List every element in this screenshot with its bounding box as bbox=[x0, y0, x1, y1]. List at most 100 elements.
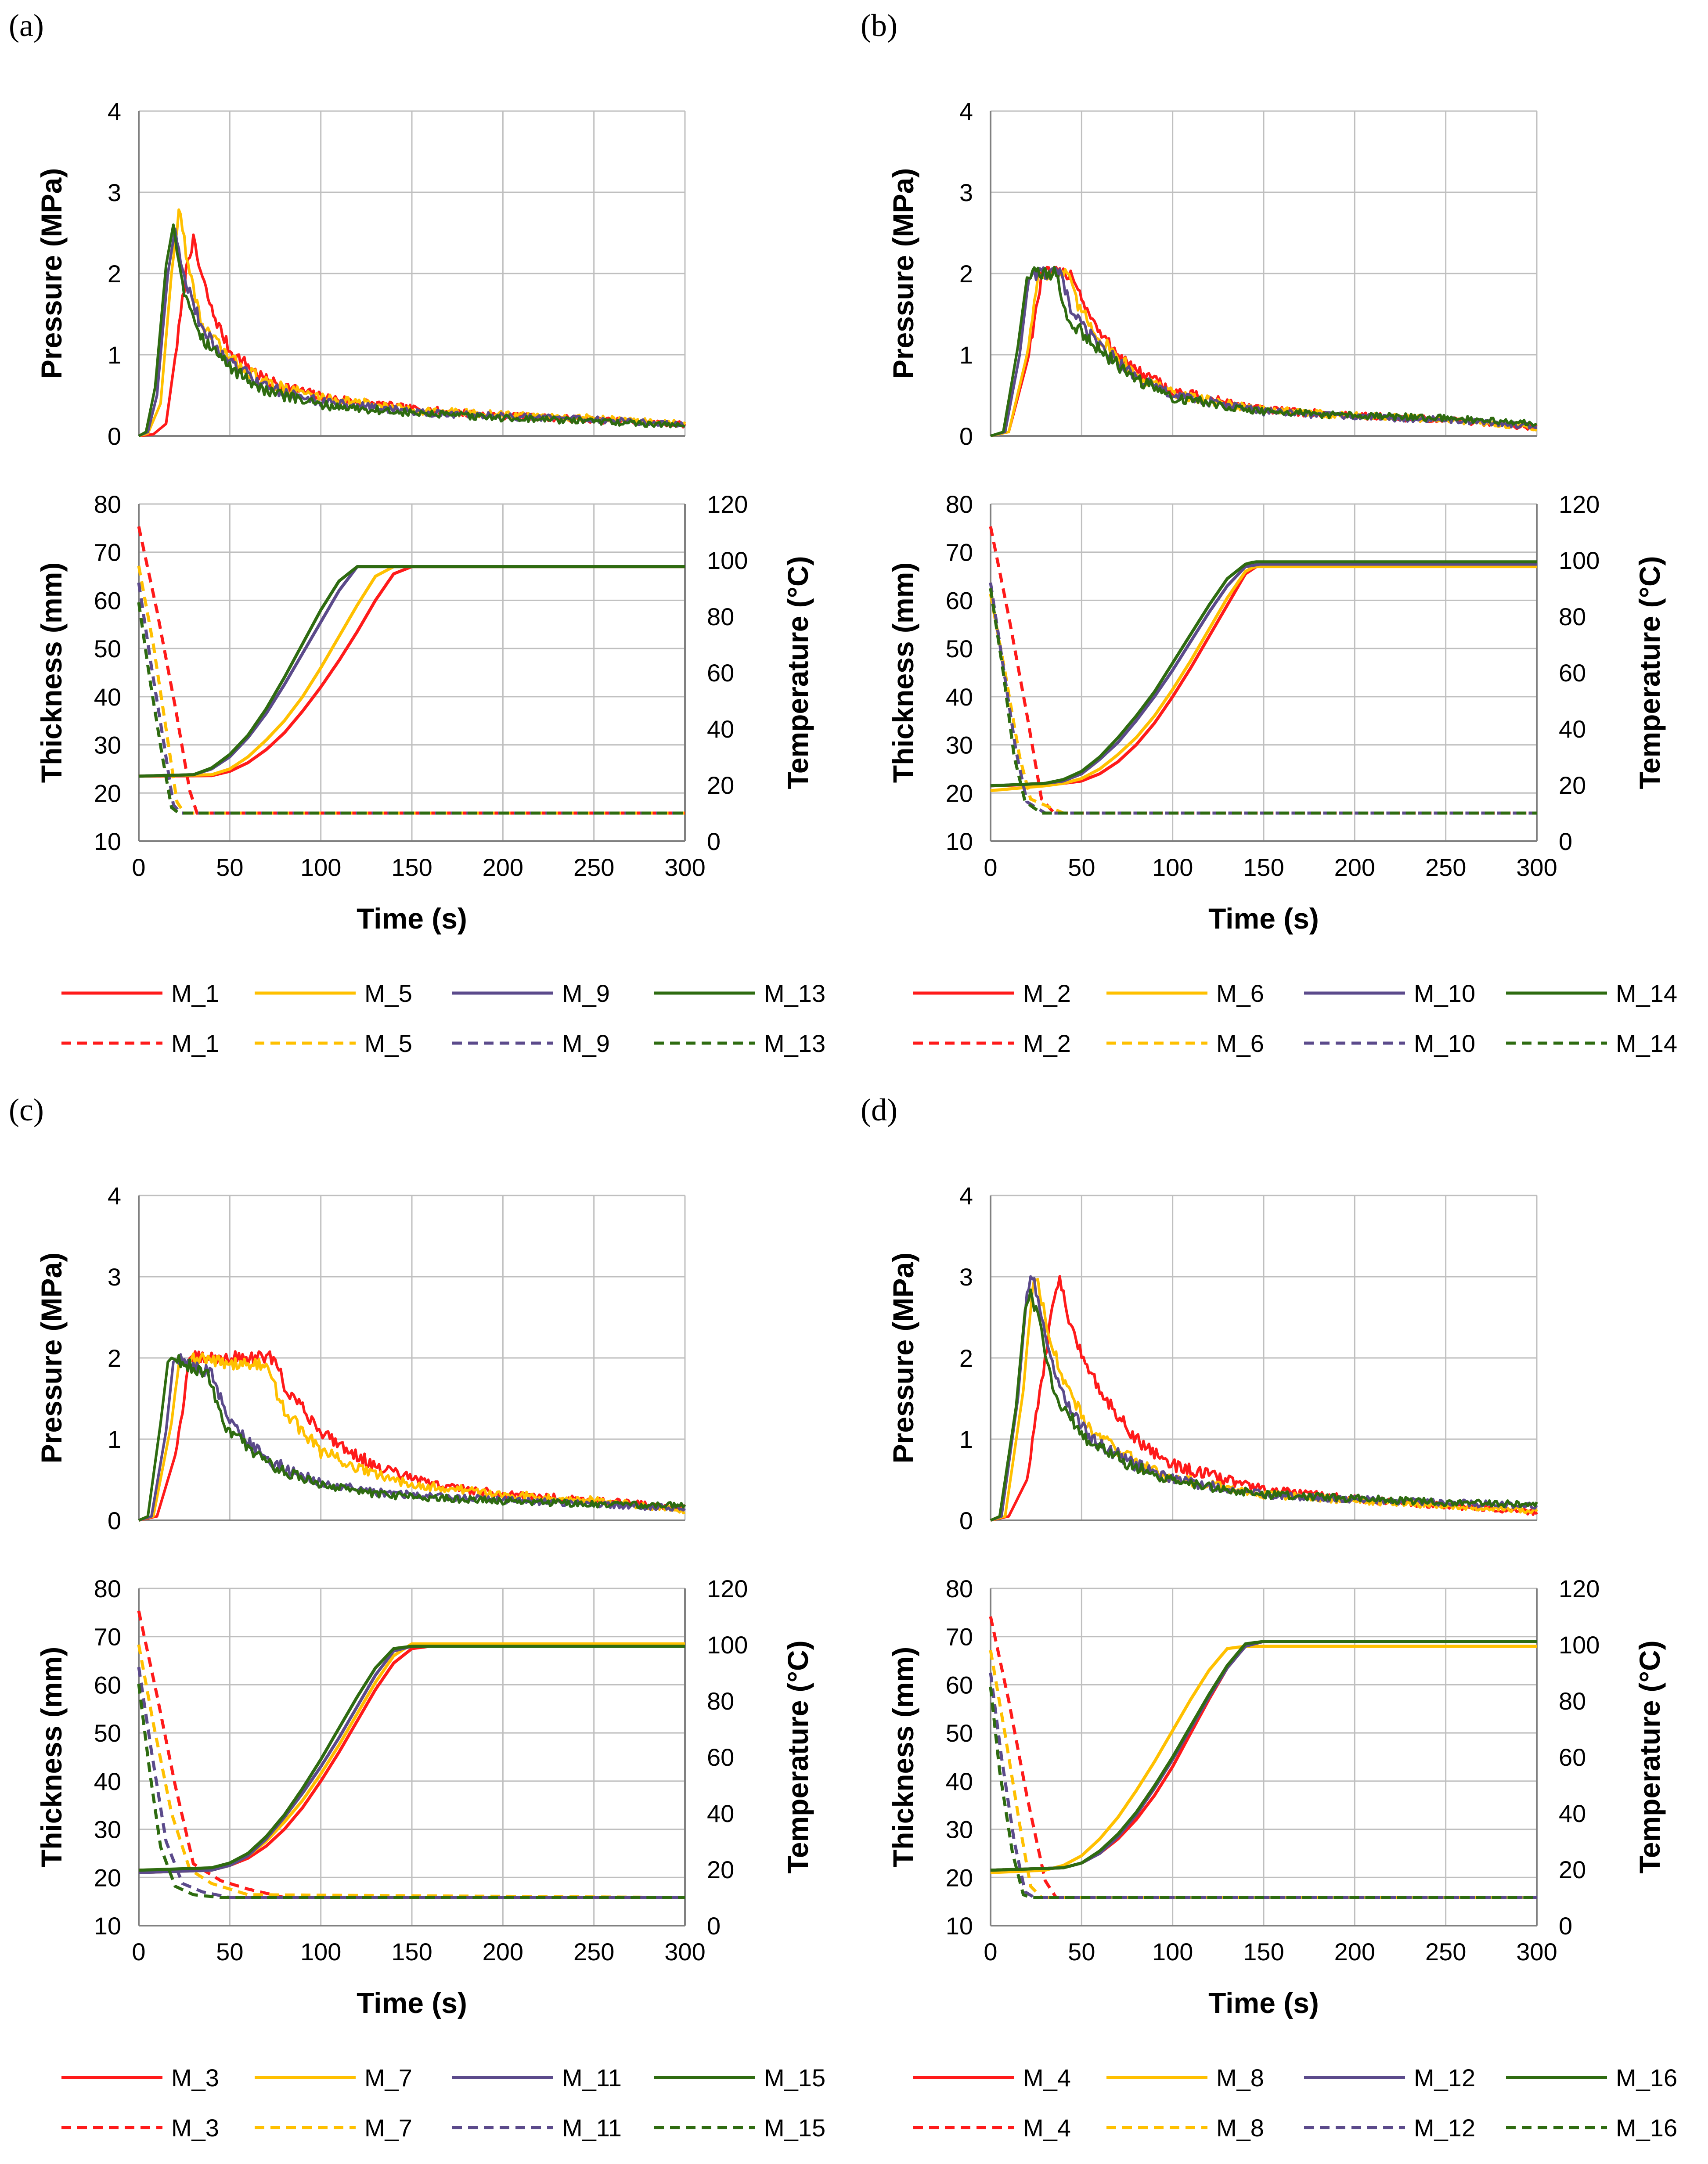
legend-label: M_6 bbox=[1216, 1030, 1264, 1057]
thickness-tick-label: 10 bbox=[94, 828, 121, 855]
thickness-tick-label: 30 bbox=[94, 731, 121, 759]
legend-label: M_6 bbox=[1216, 979, 1264, 1007]
temperature-tick-label: 120 bbox=[1559, 1575, 1600, 1602]
thickness-line-M_16 bbox=[990, 1640, 1537, 1872]
thickness-tick-label: 60 bbox=[94, 587, 121, 614]
pressure-line-M_13 bbox=[138, 223, 685, 437]
time-tick-label: 150 bbox=[391, 1938, 432, 1966]
temperature-axis-title: Temperature (°C) bbox=[782, 1640, 814, 1873]
legend-label: M_11 bbox=[562, 2114, 622, 2142]
pressure-line-M_7 bbox=[138, 1352, 685, 1522]
time-tick-label: 100 bbox=[1152, 853, 1193, 881]
temperature-line-M_13 bbox=[137, 602, 685, 815]
pressure-tick-label: 1 bbox=[959, 341, 973, 369]
legend-label: M_9 bbox=[562, 1030, 610, 1057]
legend-label: M_3 bbox=[171, 2064, 219, 2092]
pressure-tick-label: 3 bbox=[959, 179, 973, 206]
temperature-line-M_16 bbox=[989, 1686, 1537, 1899]
time-tick-label: 50 bbox=[1068, 1938, 1095, 1966]
legend-label: M_2 bbox=[1023, 1030, 1071, 1057]
legend-label: M_1 bbox=[171, 979, 219, 1007]
time-tick-label: 0 bbox=[984, 1938, 997, 1966]
time-tick-label: 0 bbox=[984, 853, 997, 881]
thickness-tick-label: 20 bbox=[94, 779, 121, 807]
temperature-axis-title: Temperature (°C) bbox=[1633, 1640, 1666, 1873]
legend-label: M_12 bbox=[1414, 2114, 1475, 2142]
time-tick-label: 300 bbox=[664, 853, 705, 881]
thickness-tick-label: 10 bbox=[946, 1912, 973, 1940]
thickness-tick-label: 30 bbox=[94, 1816, 121, 1844]
pressure-tick-label: 0 bbox=[108, 422, 121, 450]
thickness-line-M_10 bbox=[990, 562, 1537, 788]
legend-label: M_8 bbox=[1216, 2064, 1264, 2092]
time-tick-label: 300 bbox=[664, 1938, 705, 1966]
thickness-tick-label: 50 bbox=[94, 1719, 121, 1747]
thickness-tick-label: 30 bbox=[946, 731, 973, 759]
pressure-tick-label: 0 bbox=[959, 422, 973, 450]
temperature-tick-label: 60 bbox=[1559, 659, 1586, 687]
legend-label: M_5 bbox=[364, 1030, 412, 1057]
time-tick-label: 0 bbox=[132, 853, 145, 881]
temperature-tick-label: 120 bbox=[1559, 490, 1600, 518]
time-tick-label: 250 bbox=[1425, 1938, 1466, 1966]
legend-label: M_8 bbox=[1216, 2114, 1264, 2142]
panel-label: (b) bbox=[861, 8, 897, 43]
time-axis-title: Time (s) bbox=[1208, 1987, 1319, 2019]
temperature-tick-label: 80 bbox=[707, 1687, 734, 1715]
thickness-tick-label: 40 bbox=[946, 683, 973, 711]
legend-label: M_15 bbox=[764, 2064, 825, 2092]
pressure-tick-label: 3 bbox=[108, 179, 121, 206]
pressure-line-M_16 bbox=[990, 1288, 1538, 1522]
thickness-tick-label: 50 bbox=[946, 635, 973, 663]
thickness-line-M_8 bbox=[990, 1645, 1537, 1874]
thickness-tick-label: 50 bbox=[94, 635, 121, 663]
legend-label: M_5 bbox=[364, 979, 412, 1007]
pressure-axis-title: Pressure (MPa) bbox=[887, 1253, 919, 1464]
thickness-tick-label: 80 bbox=[946, 490, 973, 518]
chart-panel: (c) 0 1 2 3 4 Pressure (MPa) 10 20 30 40 50 60 70 80 0 2… bbox=[9, 1092, 825, 2142]
legend-label: M_10 bbox=[1414, 1030, 1475, 1057]
pressure-tick-label: 0 bbox=[108, 1507, 121, 1534]
panel-label: (d) bbox=[861, 1092, 897, 1127]
temperature-tick-label: 0 bbox=[707, 828, 721, 855]
thickness-line-M_14 bbox=[990, 560, 1537, 788]
thickness-tick-label: 10 bbox=[946, 828, 973, 855]
temperature-tick-label: 0 bbox=[707, 1912, 721, 1940]
pressure-tick-label: 3 bbox=[108, 1263, 121, 1291]
legend-label: M_10 bbox=[1414, 979, 1475, 1007]
legend-label: M_13 bbox=[764, 1030, 825, 1057]
temperature-tick-label: 60 bbox=[707, 1743, 734, 1771]
thickness-axis-title: Thickness (mm) bbox=[35, 1647, 68, 1867]
legend-label: M_7 bbox=[364, 2114, 412, 2142]
temperature-axis-title: Temperature (°C) bbox=[1633, 556, 1666, 789]
temperature-tick-label: 80 bbox=[1559, 603, 1586, 630]
temperature-tick-label: 20 bbox=[707, 1856, 734, 1883]
legend-label: M_2 bbox=[1023, 979, 1071, 1007]
pressure-tick-label: 1 bbox=[108, 341, 121, 369]
thickness-tick-label: 60 bbox=[94, 1671, 121, 1699]
thickness-tick-label: 70 bbox=[946, 539, 973, 566]
time-tick-label: 250 bbox=[573, 1938, 614, 1966]
temperature-tick-label: 100 bbox=[707, 1631, 748, 1659]
thickness-tick-label: 20 bbox=[946, 1864, 973, 1891]
temperature-tick-label: 120 bbox=[707, 1575, 748, 1602]
pressure-tick-label: 3 bbox=[959, 1263, 973, 1291]
panel-label: (c) bbox=[9, 1092, 44, 1127]
thickness-tick-label: 80 bbox=[94, 490, 121, 518]
pressure-tick-label: 4 bbox=[959, 1182, 973, 1210]
time-tick-label: 100 bbox=[300, 853, 341, 881]
temperature-tick-label: 40 bbox=[1559, 715, 1586, 743]
panel-label: (a) bbox=[9, 8, 44, 43]
time-tick-label: 300 bbox=[1516, 853, 1557, 881]
legend-label: M_9 bbox=[562, 979, 610, 1007]
thickness-tick-label: 80 bbox=[94, 1575, 121, 1602]
pressure-tick-label: 2 bbox=[108, 1344, 121, 1372]
thickness-tick-label: 40 bbox=[94, 1768, 121, 1795]
chart-panel: (b) 0 1 2 3 4 Pressure (MPa) 10 20 30 40 50 60 70 80 0 2… bbox=[861, 8, 1677, 1057]
time-tick-label: 50 bbox=[216, 1938, 243, 1966]
time-tick-label: 100 bbox=[300, 1938, 341, 1966]
temperature-tick-label: 80 bbox=[707, 603, 734, 630]
pressure-axis-title: Pressure (MPa) bbox=[35, 168, 68, 379]
temperature-tick-label: 0 bbox=[1559, 1912, 1572, 1940]
